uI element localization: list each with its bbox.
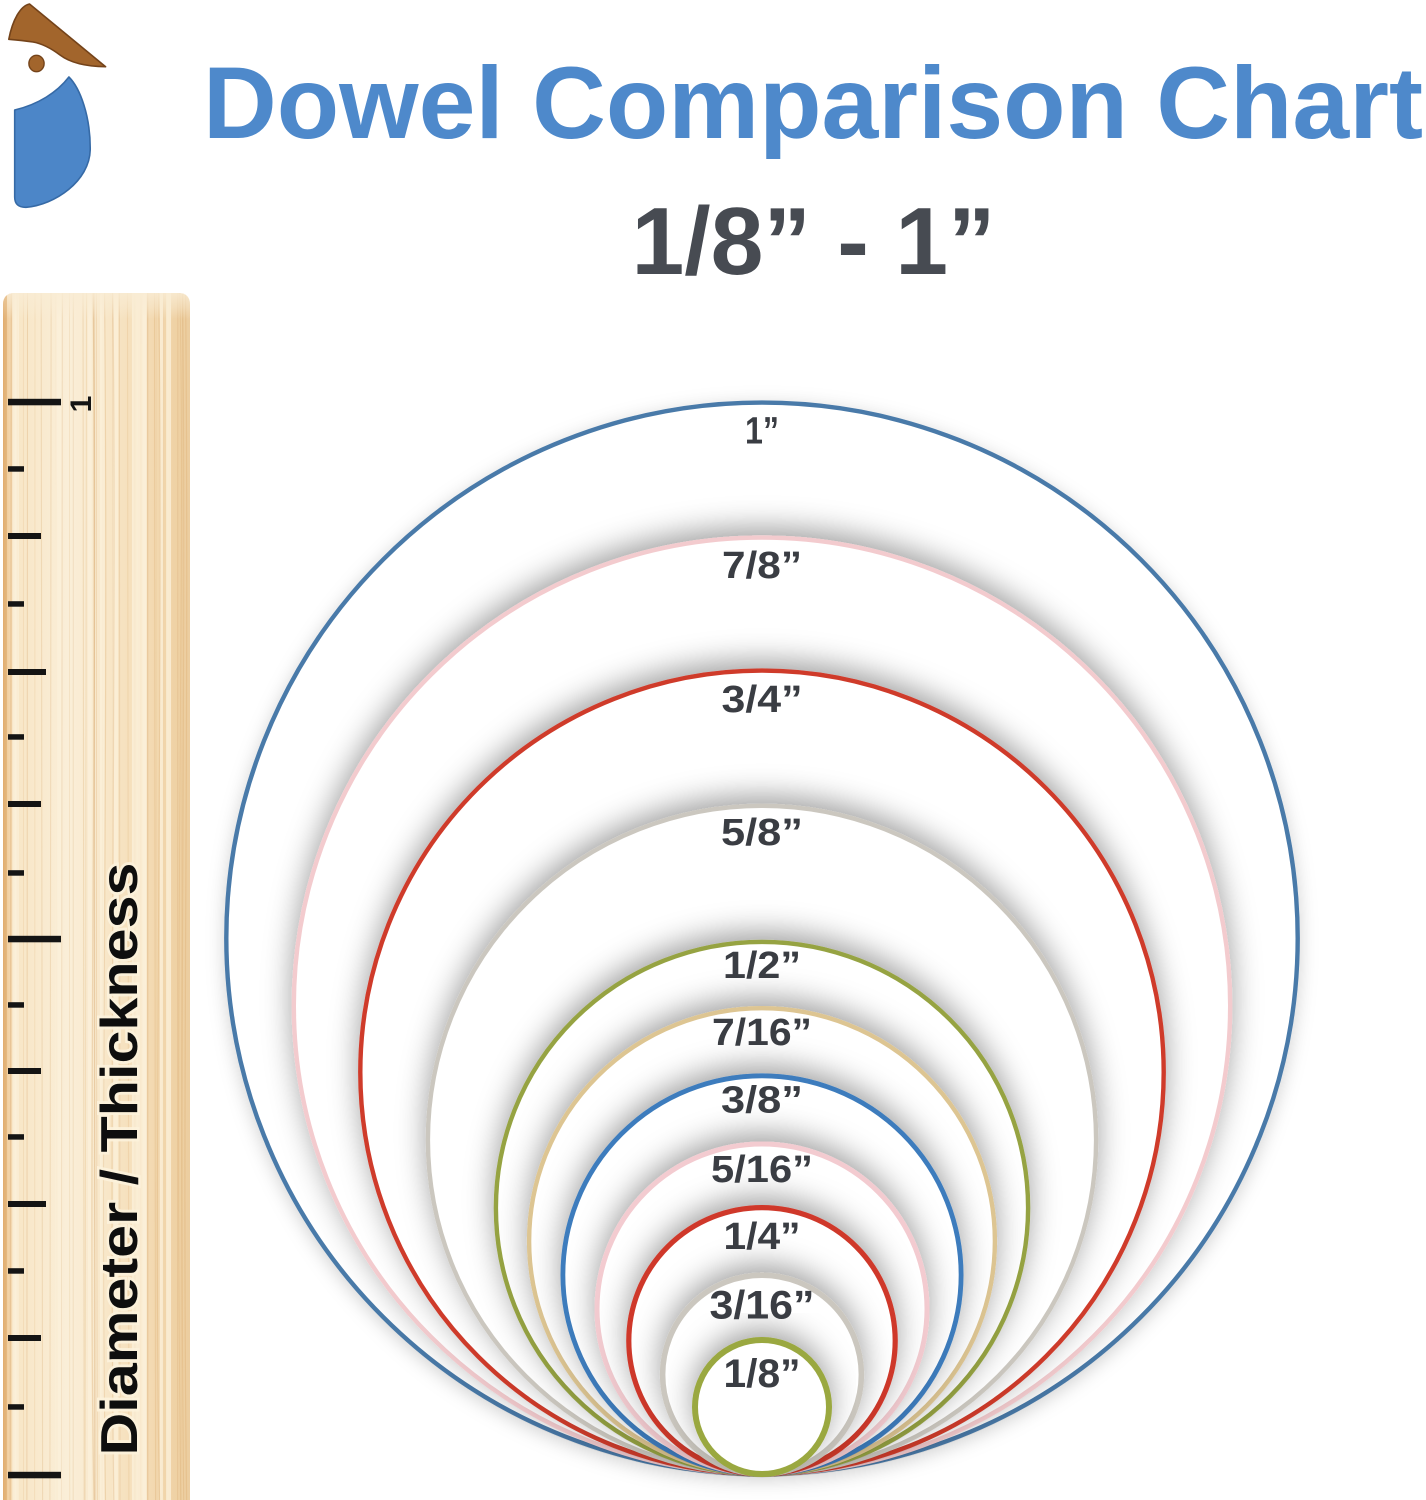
svg-text:3/16”: 3/16” xyxy=(710,1284,815,1328)
svg-text:1/2”: 1/2” xyxy=(723,945,801,987)
svg-text:3/8”: 3/8” xyxy=(721,1080,803,1122)
svg-text:Diameter / Thickness: Diameter / Thickness xyxy=(91,863,149,1456)
svg-text:7/8”: 7/8” xyxy=(722,545,802,587)
svg-text:1/8” - 1”: 1/8” - 1” xyxy=(632,188,996,295)
svg-text:7/16”: 7/16” xyxy=(712,1012,812,1054)
svg-text:1/8”: 1/8” xyxy=(724,1352,801,1396)
svg-text:1”: 1” xyxy=(745,411,779,453)
svg-text:1: 1 xyxy=(65,396,98,413)
svg-text:3/4”: 3/4” xyxy=(722,679,803,721)
svg-text:5/16”: 5/16” xyxy=(711,1149,813,1191)
svg-text:5/8”: 5/8” xyxy=(721,812,803,854)
svg-text:1/4”: 1/4” xyxy=(724,1216,801,1258)
svg-text:Dowel Comparison Chart: Dowel Comparison Chart xyxy=(203,46,1423,160)
